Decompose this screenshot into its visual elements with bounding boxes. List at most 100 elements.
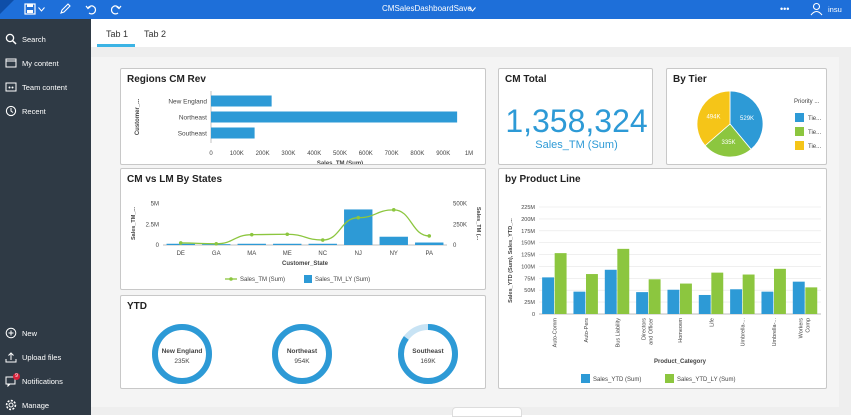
legend-line-marker [229, 277, 233, 281]
sidebar: Search My content Team content Recent Ne… [0, 19, 91, 415]
tab-2[interactable]: Tab 2 [144, 29, 167, 39]
bar-0-0 [542, 277, 555, 314]
user-name[interactable]: insu [828, 5, 842, 14]
team-folder-icon [5, 82, 17, 92]
x-tick-label: Bus Liability [615, 318, 621, 348]
bar-0-7 [761, 291, 774, 314]
x-tick-label: 800K [410, 151, 424, 157]
x-tick-label: Comp [805, 318, 811, 333]
more-options-icon[interactable]: ••• [780, 4, 790, 14]
line-point-ny [391, 208, 396, 212]
user-avatar-icon[interactable] [810, 2, 823, 16]
x-tick-label: Umbrella-... [772, 318, 778, 347]
x-tick-label: Auto-Pers [584, 318, 590, 343]
sidebar-item-team-content[interactable]: Team content [0, 78, 91, 96]
bar-1-2 [617, 248, 630, 314]
card-title: YTD [127, 301, 147, 312]
bar-1-5 [711, 272, 724, 314]
x-tick-label: 1M [465, 151, 473, 157]
pie-slice-1 [729, 90, 764, 150]
top-bar: CMSalesDashboardSave ••• insu [0, 0, 851, 19]
bar-1-8 [805, 287, 818, 314]
y-right-tick-label: 0 [453, 243, 457, 249]
dashboard-title[interactable]: CMSalesDashboardSave [382, 4, 472, 13]
plus-icon [5, 327, 17, 339]
donut-arc-1 [152, 324, 212, 384]
donut-value: 954K [294, 358, 310, 365]
save-icon[interactable] [24, 3, 36, 15]
cm-total-card[interactable]: CM Total 1,358,324 Sales_TM (Sum) [498, 68, 653, 165]
legend-label: Tie... [808, 144, 821, 150]
legend-label: Sales_TM_LY (Sum) [315, 277, 370, 283]
ytd-donut-charts[interactable]: New England 235K Northeast 954K Southeast 169… [121, 296, 486, 389]
chevron-down-icon[interactable] [38, 7, 45, 12]
x-tick-label: Auto-Comm [553, 318, 559, 348]
dashboard-canvas: Regions CM Rev New England Northeast South… [91, 47, 851, 415]
bar-0-5 [698, 294, 711, 314]
bar-new-england [211, 95, 272, 107]
x-tick-label: NJ [355, 251, 362, 257]
bar-ma [237, 243, 266, 245]
legend-swatch [304, 275, 312, 283]
x-tick-label: 200K [256, 151, 270, 157]
donut-name: Northeast [287, 348, 318, 355]
bar-1-3 [648, 279, 661, 314]
sidebar-item-upload-files[interactable]: Upload files [0, 348, 91, 366]
sidebar-item-recent[interactable]: Recent [0, 102, 91, 120]
donut-name: Southeast [412, 348, 444, 355]
product-line-card[interactable]: by Product Line 0 25M 50M 75M 100M 125M 150M 17… [498, 168, 827, 389]
line-point-pa [427, 234, 432, 238]
bar-pa [415, 242, 444, 245]
pie-slice-2 [704, 123, 752, 158]
tab-1[interactable]: Tab 1 [106, 29, 129, 39]
x-tick-label: Homeown [678, 318, 684, 343]
y-left-tick-label: 0 [156, 243, 160, 249]
slice-label: 335K [722, 140, 736, 146]
cm-vs-lm-card[interactable]: CM vs LM By States 0 2.5M 5M 0 250K 500K DE GA M… [120, 168, 486, 290]
regions-chart[interactable]: New England Northeast Southeast 0 100K 200K 30… [121, 69, 486, 165]
sidebar-item-label: Upload files [22, 352, 62, 362]
bar-0-1 [573, 291, 586, 314]
undo-icon[interactable] [85, 3, 97, 15]
x-axis-title: Customer_State [282, 261, 329, 267]
line-point-nj [356, 215, 361, 220]
sidebar-item-label: Recent [22, 106, 46, 116]
legend-swatch [795, 141, 804, 150]
category-label: New England [168, 99, 207, 106]
x-tick-label: NC [318, 251, 327, 257]
sidebar-item-search[interactable]: Search [0, 30, 91, 48]
x-tick-label: MA [247, 251, 256, 257]
sidebar-item-label: New [22, 328, 38, 338]
title-dropdown-icon[interactable] [469, 7, 476, 12]
y-left-axis-title: Sales_TM_... [131, 207, 137, 240]
edit-pencil-icon[interactable] [59, 3, 71, 15]
y-axis-title: Customer_... [135, 98, 141, 135]
ytd-card[interactable]: YTD New England 235K Northeast 954K Southeas… [120, 295, 486, 389]
redo-icon[interactable] [110, 3, 122, 15]
sidebar-item-my-content[interactable]: My content [0, 54, 91, 72]
sidebar-item-new[interactable]: New [0, 324, 91, 342]
sidebar-item-notifications[interactable]: 9 Notifications [0, 372, 91, 390]
y-tick-label: 75M [524, 276, 535, 282]
legend-swatch [581, 374, 590, 383]
x-tick-label: Life [709, 318, 715, 327]
x-axis-title: Product_Category [654, 359, 707, 365]
x-tick-label: 500K [333, 151, 347, 157]
bar-0-8 [792, 281, 805, 314]
kpi-value: 1,358,324 [505, 103, 648, 139]
sidebar-item-manage[interactable]: Manage [0, 396, 91, 414]
line-point-nc [320, 238, 325, 242]
legend-swatch [795, 113, 804, 122]
by-tier-card[interactable]: By Tier 529K 335K 494K Priority ... Tie... Ti… [666, 68, 827, 165]
x-tick-label: DE [177, 251, 185, 257]
gear-icon [5, 399, 17, 411]
x-tick-label: 900K [436, 151, 450, 157]
regions-cm-rev-card[interactable]: Regions CM Rev New England Northeast South… [120, 68, 486, 165]
legend-swatch [795, 127, 804, 136]
cm-vs-lm-chart[interactable]: 0 2.5M 5M 0 250K 500K DE GA MA ME NC NJ NY PA Customer… [121, 169, 486, 290]
by-tier-pie-chart[interactable]: 529K 335K 494K Priority ... Tie... Tie... Tie.… [667, 69, 827, 165]
product-line-chart[interactable]: 0 25M 50M 75M 100M 125M 150M 175M 200M 225M Auto-C… [499, 169, 827, 389]
pie-slice-3 [696, 90, 731, 147]
bottom-panel-handle[interactable] [452, 407, 522, 417]
y-left-tick-label: 2.5M [146, 222, 159, 228]
